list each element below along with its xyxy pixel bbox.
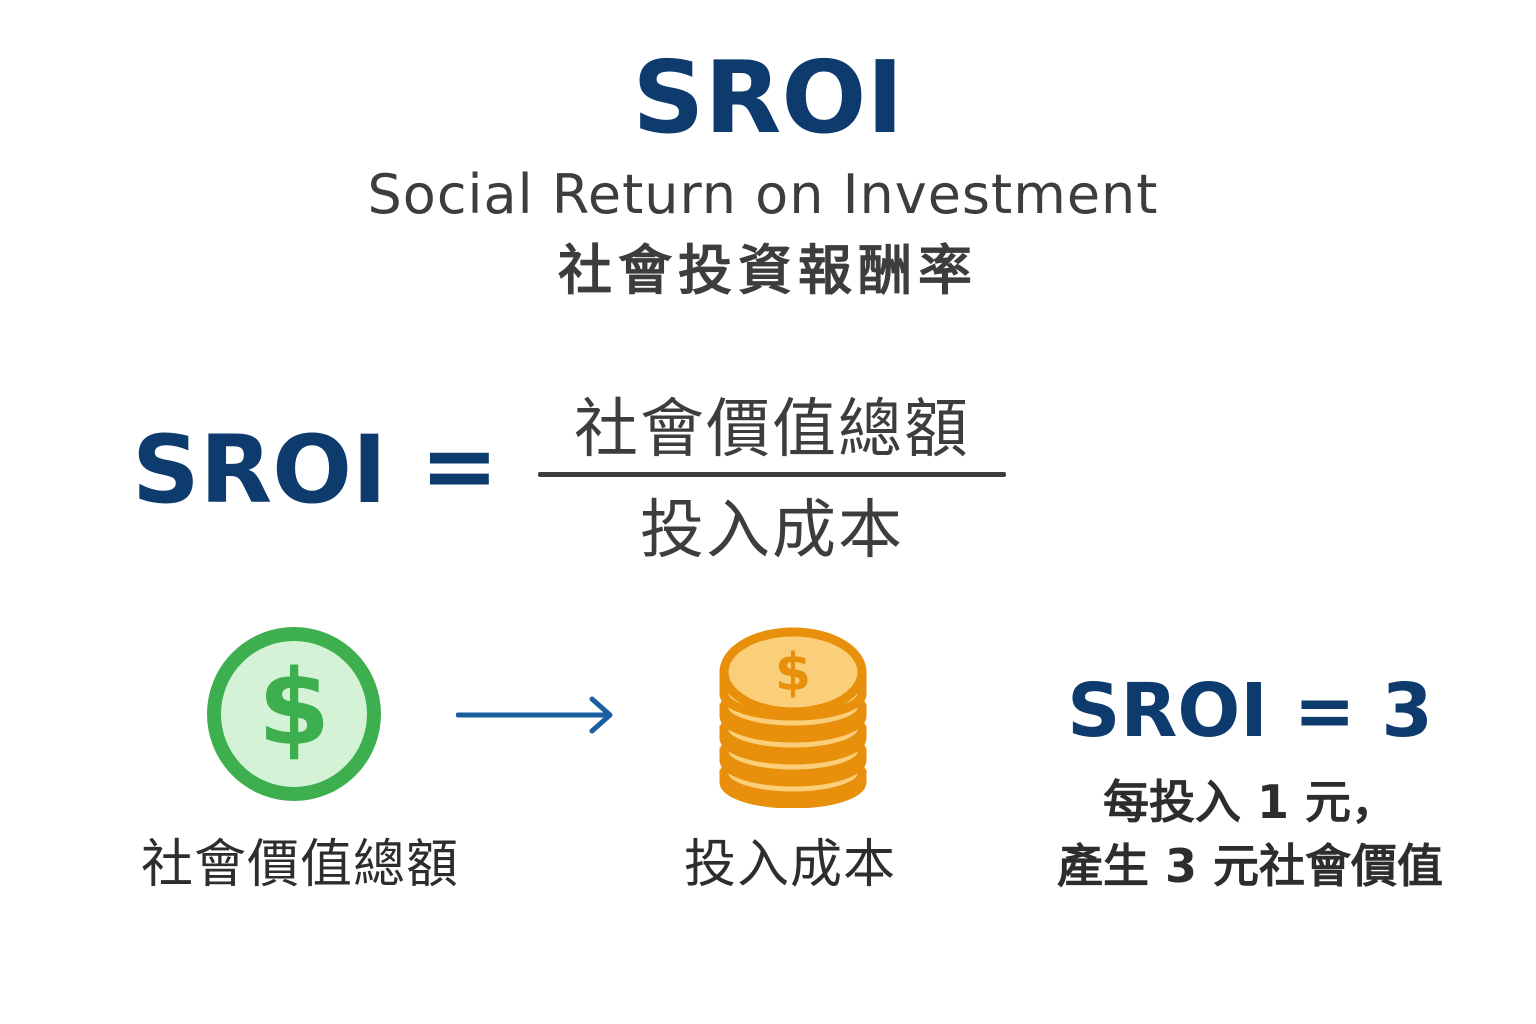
main-title: SROI (632, 39, 904, 156)
label-investment-cost: 投入成本 (683, 835, 896, 895)
fraction-denominator: 投入成本 (640, 494, 904, 568)
right-arrow-icon (456, 696, 613, 734)
subtitle-english: Social Return on Investment (367, 163, 1159, 226)
formula-lhs: SROI (132, 416, 387, 525)
subtitle-chinese: 社會投資報酬率 (558, 239, 978, 302)
formula-equals: = (420, 412, 499, 521)
label-social-value-total: 社會價值總額 (140, 835, 459, 895)
formula-fraction: 社會價值總額 投入成本 (538, 392, 1006, 569)
fraction-numerator: 社會價值總額 (574, 393, 970, 467)
fraction-bar (538, 472, 1006, 477)
coin-dollar-symbol: $ (775, 643, 811, 703)
result-note-line1: 每投入 1 元， (1102, 775, 1398, 829)
result-equation: SROI = 3 (1067, 668, 1433, 754)
dollar-symbol: $ (258, 647, 330, 769)
coin-stack-icon: $ (719, 627, 867, 808)
result-note-line2: 產生 3 元社會價值 (1056, 839, 1444, 893)
dollar-circle-icon: $ (207, 627, 381, 801)
result-note: 每投入 1 元， 產生 3 元社會價值 (1030, 770, 1470, 898)
